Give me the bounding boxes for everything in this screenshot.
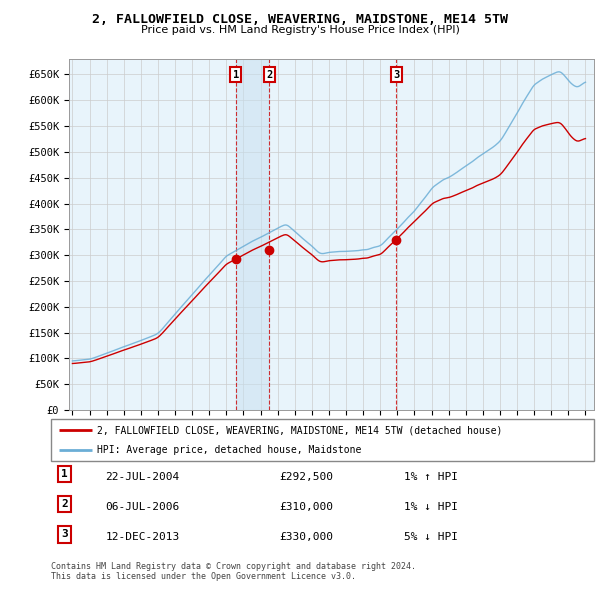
Bar	[236, 59, 269, 410]
Text: 22-JUL-2004: 22-JUL-2004	[106, 471, 179, 481]
Text: 1: 1	[233, 70, 239, 80]
Text: 1% ↓ HPI: 1% ↓ HPI	[404, 502, 458, 512]
Text: HPI: Average price, detached house, Maidstone: HPI: Average price, detached house, Maid…	[97, 445, 362, 455]
Text: 3: 3	[61, 529, 68, 539]
Text: 12-DEC-2013: 12-DEC-2013	[106, 532, 179, 542]
Text: 3: 3	[394, 70, 400, 80]
Text: £292,500: £292,500	[279, 471, 333, 481]
Text: 2: 2	[61, 499, 68, 509]
Text: 2: 2	[266, 70, 272, 80]
Text: Price paid vs. HM Land Registry's House Price Index (HPI): Price paid vs. HM Land Registry's House …	[140, 25, 460, 35]
Text: £310,000: £310,000	[279, 502, 333, 512]
Text: £330,000: £330,000	[279, 532, 333, 542]
Text: Contains HM Land Registry data © Crown copyright and database right 2024.
This d: Contains HM Land Registry data © Crown c…	[51, 562, 416, 581]
Text: 2, FALLOWFIELD CLOSE, WEAVERING, MAIDSTONE, ME14 5TW (detached house): 2, FALLOWFIELD CLOSE, WEAVERING, MAIDSTO…	[97, 425, 503, 435]
Text: 2, FALLOWFIELD CLOSE, WEAVERING, MAIDSTONE, ME14 5TW: 2, FALLOWFIELD CLOSE, WEAVERING, MAIDSTO…	[92, 13, 508, 26]
Text: 06-JUL-2006: 06-JUL-2006	[106, 502, 179, 512]
Text: 1: 1	[61, 469, 68, 479]
Text: 1% ↑ HPI: 1% ↑ HPI	[404, 471, 458, 481]
Text: 5% ↓ HPI: 5% ↓ HPI	[404, 532, 458, 542]
FancyBboxPatch shape	[51, 419, 594, 461]
